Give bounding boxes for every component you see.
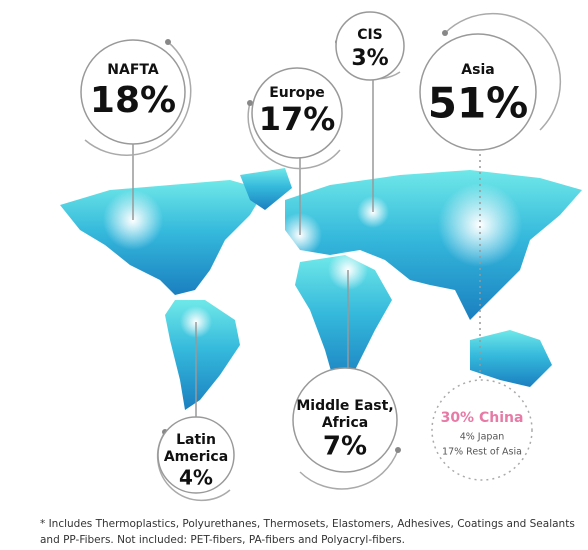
glows [103,183,522,338]
region-name: CIS [357,27,383,43]
region-name: Africa [322,415,368,431]
region-name: Middle East, [296,398,393,414]
rest-asia-share: 17% Rest of Asia [442,447,522,458]
region-share: 18% [90,80,176,121]
region-name: Europe [269,85,325,101]
region-name: NAFTA [107,62,159,78]
region-share: 51% [428,79,529,128]
region-name: Latin [176,432,216,448]
region-share: 17% [259,100,336,138]
footnote: and PP-Fibers. Not included: PET-fibers,… [40,534,405,546]
region-share: 4% [179,466,213,490]
region-name: Asia [461,62,494,78]
bubbles [80,11,562,502]
region-share: 7% [323,432,367,462]
japan-share: 4% Japan [460,432,505,443]
region-share: 3% [351,46,388,71]
china-share: 30% China [441,410,524,426]
footnote: * Includes Thermoplastics, Polyurethanes… [40,518,575,530]
region-name: America [164,449,228,465]
